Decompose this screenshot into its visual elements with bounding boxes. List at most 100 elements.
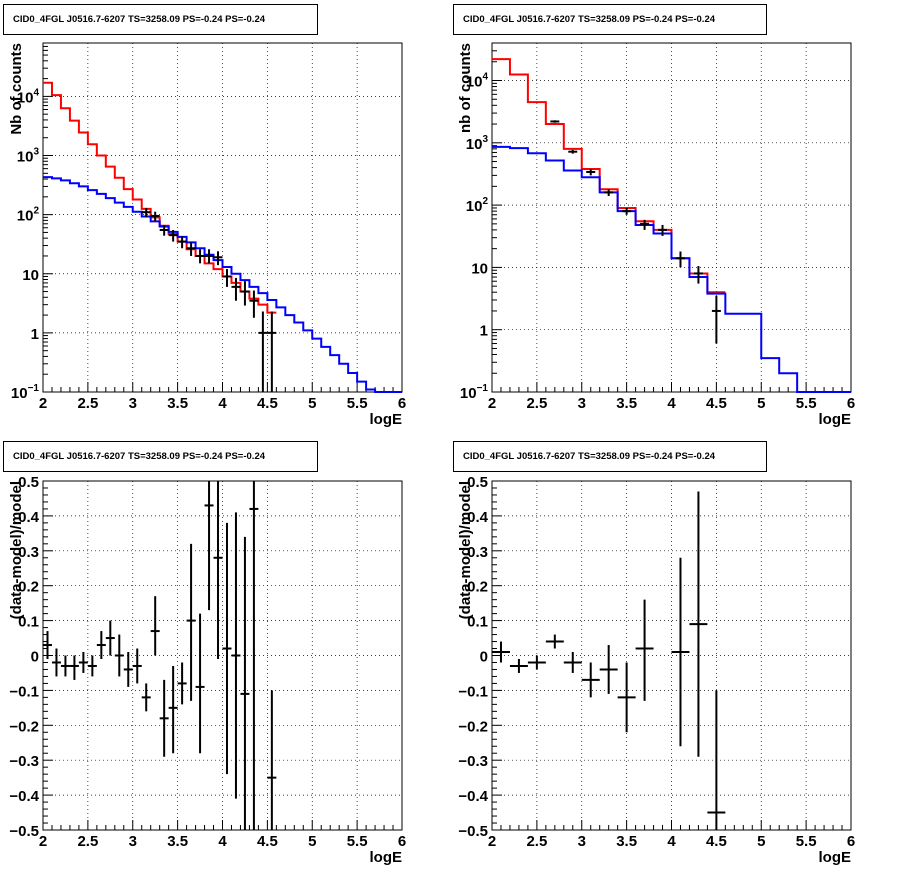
grid bbox=[43, 43, 402, 392]
data-point bbox=[640, 219, 650, 230]
x-tick-label: 5.5 bbox=[347, 395, 368, 412]
x-tick-label: 2 bbox=[488, 395, 496, 412]
y-tick-label: 103 bbox=[466, 134, 489, 153]
residual-point bbox=[267, 690, 277, 830]
residual-point bbox=[635, 599, 654, 701]
y-tick-label: 0.4 bbox=[467, 509, 489, 526]
data-point bbox=[186, 242, 196, 256]
data-point bbox=[177, 236, 187, 249]
y-tick-label: 0.4 bbox=[18, 509, 40, 526]
residual-point bbox=[105, 620, 115, 656]
y-tick-label: 0.3 bbox=[467, 544, 488, 561]
y-axis-label: nb of counts bbox=[457, 43, 474, 133]
y-tick-label: −0.4 bbox=[9, 788, 39, 805]
x-tick-label: 6 bbox=[398, 395, 406, 412]
y-tick-label: 0.2 bbox=[467, 579, 488, 596]
y-tick-label: 10 bbox=[471, 260, 488, 277]
series-0 bbox=[492, 58, 726, 294]
data-point bbox=[249, 290, 259, 318]
residual-point bbox=[43, 631, 52, 659]
x-tick-label: 3.5 bbox=[167, 833, 188, 850]
y-axis-label: Nb of counts bbox=[8, 43, 25, 135]
histogram-line bbox=[492, 145, 851, 393]
y-tick-label: 10−1 bbox=[11, 383, 40, 402]
y-tick-label: 1 bbox=[480, 323, 488, 340]
y-axis: −0.5 −0.4 −0.3 −0.2 −0.1 0 0.1 0.2 0.3 0.4 0.5(dat… bbox=[8, 474, 53, 840]
y-tick-label: −0.1 bbox=[458, 683, 488, 700]
residual-point bbox=[240, 536, 250, 830]
data-point bbox=[604, 189, 614, 197]
data-point bbox=[240, 281, 250, 306]
title-box: CID0_4FGL J0516.7-6207 TS=3258.09 PS=-0.… bbox=[3, 4, 318, 35]
x-tick-label: 6 bbox=[847, 395, 855, 412]
x-axis-label: logE bbox=[370, 849, 403, 866]
data-point bbox=[568, 149, 578, 154]
grid bbox=[43, 481, 402, 830]
data-point bbox=[141, 207, 151, 218]
residual-point bbox=[617, 662, 636, 733]
x-tick-label: 2 bbox=[39, 395, 47, 412]
x-tick-label: 4 bbox=[218, 833, 227, 850]
y-tick-label: 0.5 bbox=[18, 474, 39, 491]
data-point bbox=[658, 224, 668, 236]
data-point bbox=[222, 269, 232, 287]
x-tick-label: 4.5 bbox=[257, 395, 278, 412]
data-point bbox=[213, 251, 223, 266]
y-tick-label: 102 bbox=[17, 206, 40, 225]
series-0 bbox=[43, 481, 277, 830]
data-point bbox=[711, 295, 721, 344]
series-2 bbox=[141, 207, 277, 392]
residual-point bbox=[78, 652, 88, 673]
residual-point bbox=[509, 658, 528, 673]
data-point bbox=[675, 251, 685, 268]
x-tick-label: 6 bbox=[847, 833, 855, 850]
title-frame bbox=[453, 4, 767, 35]
data-point bbox=[550, 120, 560, 123]
histogram-line bbox=[492, 58, 726, 294]
data-point bbox=[622, 207, 632, 215]
y-axis-label: (data-model)/model bbox=[8, 481, 25, 619]
y-tick-label: 0.3 bbox=[18, 544, 39, 561]
residual-point bbox=[87, 655, 97, 677]
residual-point bbox=[249, 481, 259, 830]
title-frame bbox=[453, 441, 767, 472]
y-tick-label: −0.5 bbox=[458, 823, 488, 840]
y-tick-label: 10−1 bbox=[460, 383, 489, 402]
x-tick-label: 2.5 bbox=[77, 395, 98, 412]
y-axis: −0.5 −0.4 −0.3 −0.2 −0.1 0 0.1 0.2 0.3 0.4 0.5(dat… bbox=[457, 474, 502, 840]
residual-point bbox=[195, 613, 205, 754]
residual-point bbox=[123, 652, 133, 687]
panel-spectrum-left: CID0_4FGL J0516.7-6207 TS=3258.09 PS=-0.… bbox=[3, 4, 406, 428]
y-tick-label: −0.4 bbox=[458, 788, 488, 805]
residual-point bbox=[707, 690, 726, 830]
y-axis-label: (data-model)/model bbox=[457, 481, 474, 619]
residual-point bbox=[689, 491, 708, 757]
series-1 bbox=[492, 145, 851, 393]
data-point bbox=[231, 277, 241, 301]
x-tick-label: 2 bbox=[39, 833, 47, 850]
data-point bbox=[150, 211, 160, 222]
data-point bbox=[258, 311, 268, 392]
x-tick-label: 4.5 bbox=[706, 833, 727, 850]
residual-point bbox=[159, 679, 169, 757]
chart-title: CID0_4FGL J0516.7-6207 TS=3258.09 PS=-0.… bbox=[13, 14, 266, 25]
residual-point bbox=[96, 631, 106, 659]
x-tick-label: 2.5 bbox=[526, 395, 547, 412]
residual-point bbox=[204, 481, 214, 611]
y-tick-label: 10 bbox=[22, 267, 39, 284]
panel-spectrum-right: CID0_4FGL J0516.7-6207 TS=3258.09 PS=-0.… bbox=[453, 4, 855, 428]
x-tick-label: 4.5 bbox=[706, 395, 727, 412]
x-tick-label: 2.5 bbox=[77, 833, 98, 850]
residual-point bbox=[177, 662, 187, 705]
x-tick-label: 3 bbox=[578, 395, 586, 412]
data-point bbox=[195, 249, 205, 264]
title-box: CID0_4FGL J0516.7-6207 TS=3258.09 PS=-0.… bbox=[453, 441, 767, 472]
y-tick-label: 0.5 bbox=[467, 474, 488, 491]
x-axis-label: logE bbox=[819, 849, 852, 866]
chart-title: CID0_4FGL J0516.7-6207 TS=3258.09 PS=-0.… bbox=[463, 14, 716, 25]
y-tick-label: −0.5 bbox=[9, 823, 39, 840]
x-tick-label: 5 bbox=[308, 395, 316, 412]
